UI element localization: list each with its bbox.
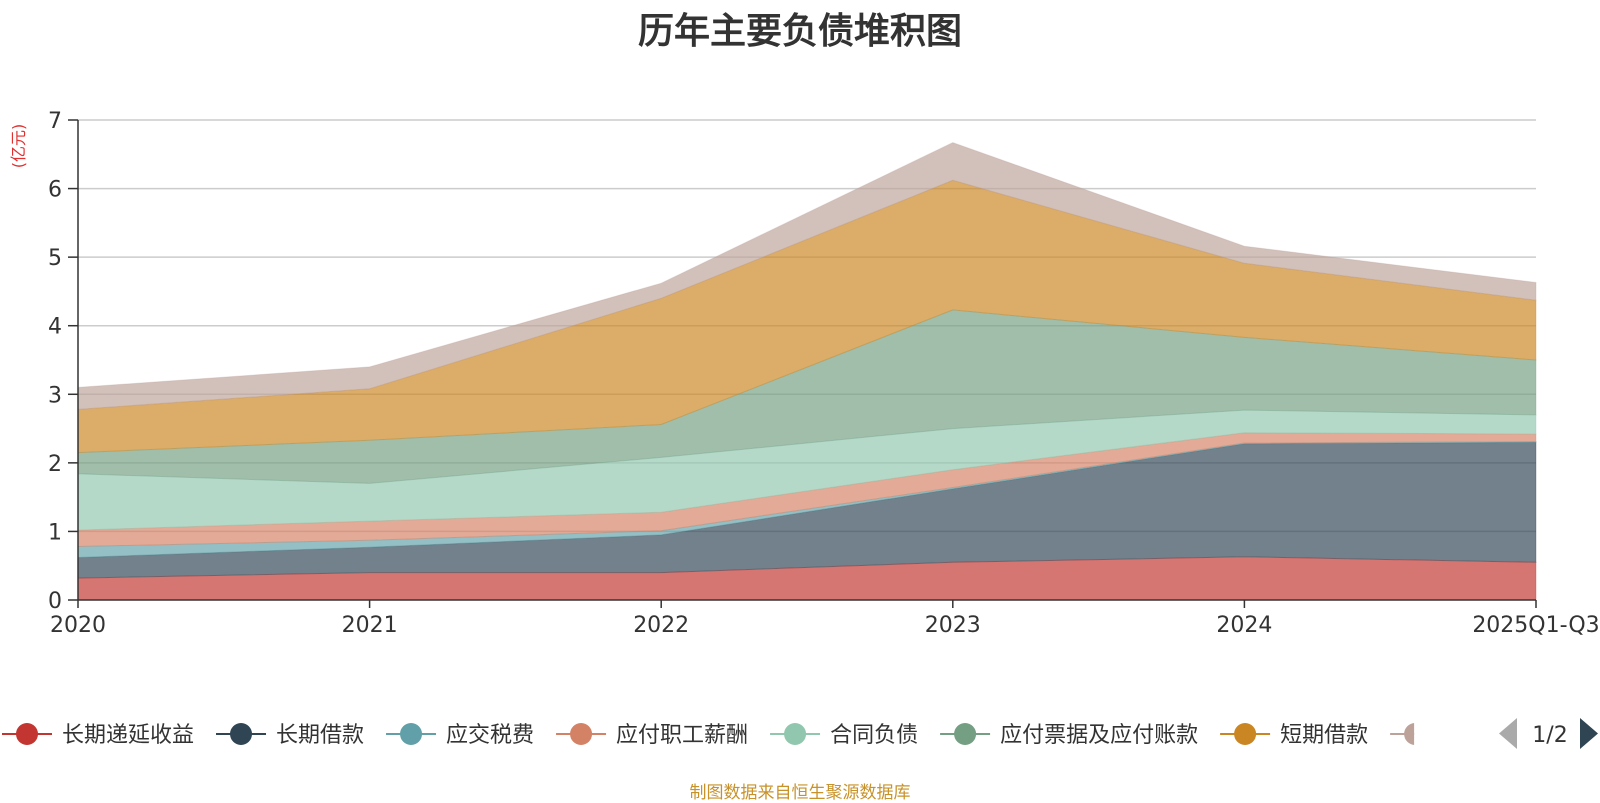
y-tick-label: 7 [48, 109, 62, 134]
area-series-7 [77, 142, 1537, 410]
legend-marker [16, 723, 38, 745]
legend-item-7[interactable] [1390, 723, 1440, 745]
legend-label: 合同负债 [830, 723, 918, 748]
axis-layer: 0 1 2 3 4 5 6 7 2020 2021 2022 2023 2024 2025Q1-Q3 (亿元… [9, 109, 1600, 638]
y-tick-label: 3 [48, 383, 62, 408]
legend-label: 应付职工薪酬 [616, 723, 748, 748]
legend-prev-page-icon[interactable] [1499, 718, 1517, 749]
legend-item-5[interactable]: 应付票据及应付账款 [940, 723, 1198, 748]
legend-label: 应付票据及应付账款 [1000, 723, 1198, 748]
chart-title: 历年主要负债堆积图 [637, 11, 962, 52]
y-tick-label: 2 [48, 452, 62, 477]
legend-page-indicator: 1/2 [1532, 723, 1567, 748]
source-note: 制图数据来自恒生聚源数据库 [689, 783, 911, 803]
y-tick-label: 4 [48, 315, 62, 340]
legend-marker [1234, 723, 1257, 745]
legend-marker [1404, 723, 1415, 745]
legend-label: 长期递延收益 [62, 723, 194, 748]
x-tick-label: 2020 [50, 613, 106, 638]
y-tick-label: 0 [48, 589, 62, 614]
legend-marker [400, 723, 423, 745]
y-tick-label: 6 [48, 178, 62, 203]
legend-marker [230, 723, 253, 745]
area-layer [77, 142, 1537, 601]
y-axis-unit-label: (亿元) [9, 124, 28, 169]
x-tick-label: 2022 [633, 613, 689, 638]
x-tick-label: 2023 [925, 613, 981, 638]
legend-item-3[interactable]: 应付职工薪酬 [556, 723, 748, 748]
legend-marker [570, 723, 593, 745]
x-tick-label: 2024 [1216, 613, 1272, 638]
x-tick-label: 2025Q1-Q3 [1472, 613, 1599, 638]
legend-item-4[interactable]: 合同负债 [770, 723, 918, 748]
legend-item-6[interactable]: 短期借款 [1220, 723, 1368, 748]
y-tick-label: 1 [48, 520, 62, 545]
x-tick-label: 2021 [342, 613, 398, 638]
legend-marker [954, 723, 977, 745]
legend-label: 长期借款 [276, 723, 364, 748]
y-tick-label: 5 [48, 246, 62, 271]
legend-marker [784, 723, 807, 745]
legend-item-1[interactable]: 长期借款 [216, 723, 364, 748]
legend-next-page-icon[interactable] [1580, 718, 1598, 749]
legend-label: 短期借款 [1280, 723, 1368, 748]
legend-item-0[interactable]: 长期递延收益 [2, 723, 194, 748]
legend-label: 应交税费 [446, 723, 534, 748]
legend-item-2[interactable]: 应交税费 [386, 723, 534, 748]
legend: 长期递延收益 长期借款 应交税费 应付职工薪酬 合同负债 应付票据及应付账款 短期借款 1/2 [2, 718, 1598, 749]
